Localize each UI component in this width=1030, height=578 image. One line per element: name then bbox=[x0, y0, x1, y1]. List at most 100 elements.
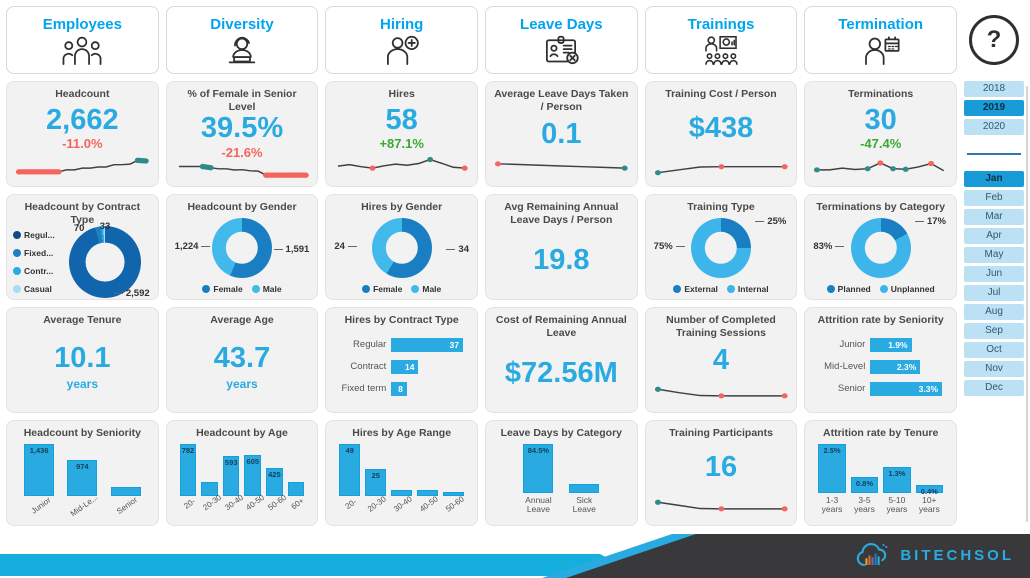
legend-item[interactable]: Casual bbox=[13, 284, 57, 294]
month-button-jul[interactable]: Jul bbox=[964, 285, 1024, 301]
bar-row[interactable]: Fixed term 8 bbox=[336, 381, 463, 396]
card-title: Average Leave Days Taken / Person bbox=[494, 88, 629, 113]
bar-column[interactable]: 2.5% 1-3 years bbox=[818, 443, 846, 520]
card-completed-sessions-kpi: Number of Completed Training Sessions 4 bbox=[644, 307, 798, 413]
bar-column[interactable]: 974 Mid-Le... bbox=[63, 444, 101, 520]
bar-column[interactable]: 49 20- bbox=[339, 443, 361, 520]
leave-taken-trend-sparkline[interactable] bbox=[492, 155, 631, 181]
kpi-delta: +87.1% bbox=[379, 136, 424, 152]
people-group-icon bbox=[60, 35, 104, 65]
card-leave-taken-kpi: Average Leave Days Taken / Person 0.1 bbox=[485, 81, 638, 187]
year-button-2020[interactable]: 2020 bbox=[964, 119, 1024, 135]
bar-column[interactable]: 425 50-60 bbox=[266, 444, 288, 520]
bar-column[interactable]: Senior bbox=[106, 444, 144, 520]
month-button-feb[interactable]: Feb bbox=[964, 190, 1024, 206]
gender-donut-chart[interactable]: 1,224 1,591 Female Male bbox=[173, 214, 312, 294]
chart-legend: Female Male bbox=[332, 284, 471, 294]
legend-item[interactable]: External bbox=[673, 284, 718, 294]
bar-column[interactable]: 84.5% Annual Leave bbox=[518, 443, 559, 520]
headcount-trend-sparkline[interactable] bbox=[13, 155, 152, 181]
bar-column[interactable]: 30-40 bbox=[391, 444, 414, 520]
donut-label: 33 bbox=[99, 221, 111, 233]
card-leave-days-by-category: Leave Days by Category 84.5% Annual Leave… bbox=[485, 420, 638, 526]
legend-item[interactable]: Female bbox=[202, 284, 243, 294]
card-title: % of Female in Senior Level bbox=[187, 88, 297, 113]
training-cost-trend-sparkline[interactable] bbox=[652, 155, 791, 181]
bar-row[interactable]: Senior 3.3% bbox=[815, 381, 942, 396]
bar-column[interactable]: 60+ bbox=[287, 444, 305, 520]
bar-column[interactable]: 20-30 bbox=[201, 444, 223, 520]
bar-column[interactable]: 593 30-40 bbox=[222, 444, 245, 520]
legend-item[interactable]: Regul... bbox=[13, 230, 57, 240]
bar-column[interactable]: 50-60 bbox=[443, 444, 466, 520]
bar-column[interactable]: 782 20- bbox=[179, 443, 197, 520]
participants-trend-sparkline[interactable] bbox=[652, 494, 791, 520]
bar-column[interactable]: 1.3% 5-10 years bbox=[883, 444, 911, 520]
card-title: Terminations by Category bbox=[816, 201, 946, 213]
category-label: Sick Leave bbox=[572, 495, 596, 515]
hires-age-column-chart[interactable]: 49 20- 25 20-30 30-40 40-50 50-60 bbox=[332, 440, 471, 520]
female-senior-trend-sparkline[interactable] bbox=[173, 160, 312, 186]
tab-leave-days[interactable]: Leave Days bbox=[485, 6, 638, 74]
month-button-jan[interactable]: Jan bbox=[964, 171, 1024, 187]
bar-row[interactable]: Junior 1.9% bbox=[815, 337, 942, 352]
bar-column[interactable]: 1,436 Junior bbox=[20, 443, 58, 520]
tab-trainings[interactable]: Trainings bbox=[644, 6, 798, 74]
tab-termination[interactable]: Termination bbox=[804, 6, 957, 74]
tab-diversity[interactable]: Diversity bbox=[165, 6, 319, 74]
bar-column[interactable]: 25 20-30 bbox=[365, 444, 388, 520]
help-container: ? bbox=[964, 6, 1024, 74]
month-button-apr[interactable]: Apr bbox=[964, 228, 1024, 244]
card-title: Headcount by Age bbox=[196, 427, 288, 439]
sidebar-scrollbar[interactable] bbox=[1026, 86, 1028, 522]
month-button-may[interactable]: May bbox=[964, 247, 1024, 263]
seniority-column-chart[interactable]: 1,436 Junior 974 Mid-Le... Senior bbox=[13, 440, 152, 520]
month-button-sep[interactable]: Sep bbox=[964, 323, 1024, 339]
legend-item[interactable]: Female bbox=[362, 284, 402, 294]
bar-column[interactable]: 605 40-50 bbox=[244, 444, 267, 520]
card-title: Cost of Remaining Annual Leave bbox=[495, 314, 627, 339]
tab-hiring[interactable]: Hiring bbox=[325, 6, 478, 74]
legend-item[interactable]: Fixed... bbox=[13, 248, 57, 258]
hires-trend-sparkline[interactable] bbox=[332, 155, 471, 181]
year-button-2019[interactable]: 2019 bbox=[964, 100, 1024, 116]
training-type-donut-chart[interactable]: 25% 75% External Internal bbox=[652, 214, 791, 294]
kpi-value: 19.8 bbox=[533, 243, 590, 276]
attrition-seniority-bar-chart[interactable]: Junior 1.9% Mid-Level 2.3% Senior 3.3% bbox=[811, 327, 950, 407]
bar-column[interactable]: 0.8% 3-5 years bbox=[850, 444, 879, 520]
bar-row[interactable]: Regular 37 bbox=[336, 337, 463, 352]
leave-category-column-chart[interactable]: 84.5% Annual Leave Sick Leave bbox=[492, 440, 631, 520]
sessions-trend-sparkline[interactable] bbox=[652, 381, 791, 407]
bar-row[interactable]: Contract 14 bbox=[336, 359, 463, 374]
card-title: Average Age bbox=[210, 314, 274, 326]
bar-row[interactable]: Mid-Level 2.3% bbox=[815, 359, 942, 374]
legend-item[interactable]: Unplanned bbox=[879, 284, 935, 294]
kpi-delta: -11.0% bbox=[62, 136, 103, 152]
hires-contract-bar-chart[interactable]: Regular 37 Contract 14 Fixed term 8 bbox=[332, 327, 471, 407]
donut-label: 1,591 bbox=[271, 244, 310, 255]
bar-column[interactable]: 0.4% 10+ years bbox=[915, 444, 944, 520]
legend-item[interactable]: Internal bbox=[726, 284, 769, 294]
legend-item[interactable]: Contr... bbox=[13, 266, 57, 276]
bar-column[interactable]: Sick Leave bbox=[564, 444, 605, 520]
bar-column[interactable]: 40-50 bbox=[417, 444, 440, 520]
attrition-tenure-column-chart[interactable]: 2.5% 1-3 years 0.8% 3-5 years 1.3% 5-10 years… bbox=[811, 440, 950, 520]
card-training-type: Training Type 25% 75% External Internal bbox=[644, 194, 798, 300]
help-button[interactable]: ? bbox=[969, 15, 1019, 65]
month-button-aug[interactable]: Aug bbox=[964, 304, 1024, 320]
hires-gender-donut-chart[interactable]: 24 34 Female Male bbox=[332, 214, 471, 294]
month-button-oct[interactable]: Oct bbox=[964, 342, 1024, 358]
legend-item[interactable]: Male bbox=[251, 284, 282, 294]
year-button-2018[interactable]: 2018 bbox=[964, 81, 1024, 97]
legend-item[interactable]: Planned bbox=[826, 284, 871, 294]
tab-employees[interactable]: Employees bbox=[6, 6, 159, 74]
terminations-category-donut-chart[interactable]: 17% 83% Planned Unplanned bbox=[811, 214, 950, 294]
month-button-nov[interactable]: Nov bbox=[964, 361, 1024, 377]
terminations-trend-sparkline[interactable] bbox=[811, 155, 950, 181]
month-button-jun[interactable]: Jun bbox=[964, 266, 1024, 282]
month-button-mar[interactable]: Mar bbox=[964, 209, 1024, 225]
month-button-dec[interactable]: Dec bbox=[964, 380, 1024, 396]
contract-type-donut-chart[interactable]: Regul... Fixed... Contr... Casual 70 33 2,592 bbox=[13, 221, 152, 299]
legend-item[interactable]: Male bbox=[411, 284, 441, 294]
age-column-chart[interactable]: 782 20- 20-30 593 30-40 605 40-50 425 50-60 60+ bbox=[173, 440, 312, 520]
